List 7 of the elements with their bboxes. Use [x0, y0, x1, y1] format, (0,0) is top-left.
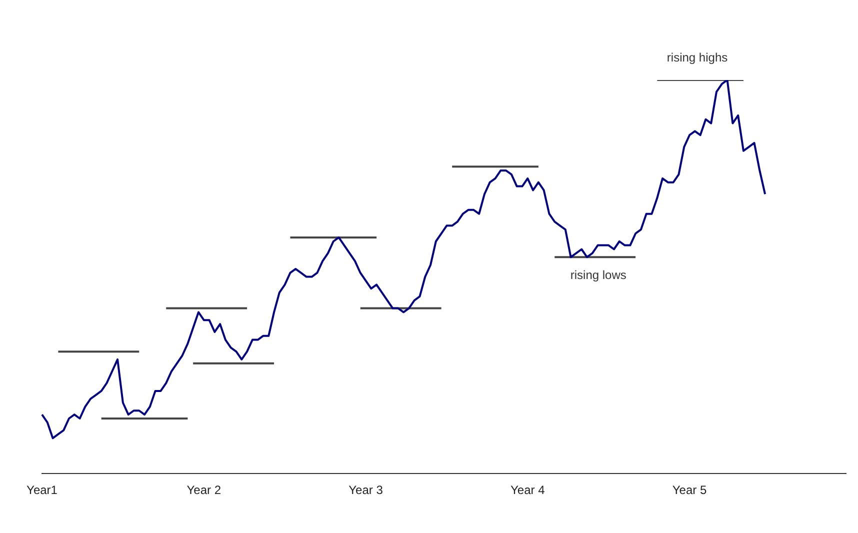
x-tick-label: Year 3	[348, 483, 384, 498]
text: rising highs	[666, 50, 728, 65]
x-tick-label: Year 5	[672, 483, 707, 498]
x-tick-label: Year1	[26, 483, 58, 498]
x-tick-label: Year 2	[186, 483, 222, 498]
x-tick-label: Year 4	[510, 483, 546, 498]
annotation: rising lows	[570, 268, 626, 282]
